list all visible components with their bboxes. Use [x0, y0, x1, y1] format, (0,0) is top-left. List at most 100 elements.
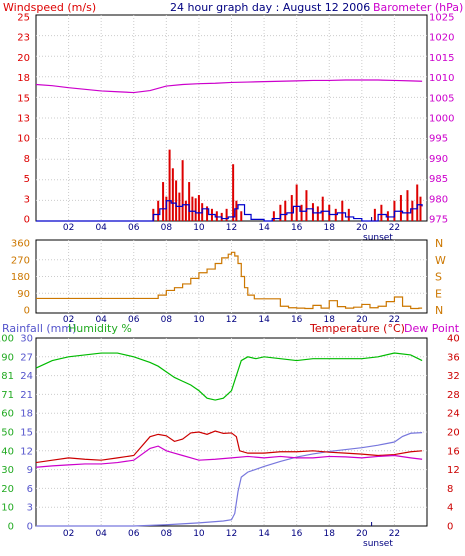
direction-x-tick-label: 02	[63, 315, 74, 325]
barometer-y-tick-label: 1005	[429, 93, 454, 104]
barometer-y-tick-label: 1025	[429, 13, 454, 24]
humidity-y-tick-label: 90	[1, 352, 14, 363]
humidity-axis-title: Humidity %	[68, 322, 132, 335]
wind-y-tick-label: 13	[17, 114, 30, 125]
rain-y-tick-label: 15	[20, 428, 33, 439]
direction-x-tick-label: 22	[389, 315, 400, 325]
wind-y-tick-label: 8	[24, 154, 30, 165]
temperature-y-tick-label: 28	[447, 390, 460, 401]
rain-y-tick-label: 0	[27, 522, 33, 533]
humidity-y-tick-label: 60	[1, 409, 14, 420]
humidity-y-tick-label: 81	[1, 371, 14, 382]
wind-x-tick-label: 22	[389, 223, 400, 233]
wind-x-tick-label: 02	[63, 223, 74, 233]
ticks-humidity: 02 04 06 08 10 12 14 16 18 20 22010203040506071819…	[0, 334, 460, 540]
wind-y-tick-label: 15	[17, 93, 30, 104]
humidity-y-tick-label: 40	[1, 446, 14, 457]
humidity-y-tick-label: 0	[8, 522, 14, 533]
compass-label: N	[435, 237, 443, 250]
temperature-y-tick-label: 4	[447, 503, 453, 514]
compass-label: W	[435, 254, 446, 267]
humidity-y-tick-label: 71	[1, 390, 14, 401]
humidity-x-tick-label: 14	[258, 529, 270, 539]
rain-y-tick-label: 24	[20, 371, 33, 382]
barometer-y-tick-label: 980	[429, 194, 448, 205]
humidity-line	[35, 352, 423, 401]
compass-label: E	[435, 287, 442, 300]
temperature-axis-title: Temperature (°C)	[309, 322, 405, 335]
dewpoint-axis-title: Dew Point	[404, 322, 460, 335]
humidity-y-tick-label: 10	[1, 503, 14, 514]
barometer-y-tick-label: 1020	[429, 33, 454, 44]
rain-y-tick-label: 18	[20, 409, 33, 420]
rain-y-tick-label: 3	[27, 503, 33, 514]
wind-x-tick-label: 14	[258, 223, 270, 233]
temperature-y-tick-label: 20	[447, 428, 460, 439]
barometer-y-tick-label: 995	[429, 134, 448, 145]
rain-y-tick-label: 12	[20, 446, 33, 457]
barometer-y-tick-label: 1000	[429, 114, 454, 125]
windspeed-line	[36, 200, 423, 222]
humidity-y-tick-label: 100	[0, 334, 14, 345]
humidity-x-tick-label: 04	[95, 529, 107, 539]
wind-x-tick-label: 10	[193, 223, 205, 233]
wind-x-tick-label: 18	[324, 223, 336, 233]
barometer-y-tick-label: 990	[429, 154, 448, 165]
temperature-y-tick-label: 8	[447, 484, 453, 495]
wind-y-tick-label: 23	[17, 33, 30, 44]
direction-y-tick-label: 270	[11, 255, 30, 266]
sunset-label-1: sunset	[363, 233, 393, 243]
wind-y-tick-label: 5	[24, 174, 30, 185]
rainfall-line	[36, 432, 423, 527]
direction-y-tick-label: 360	[11, 239, 30, 250]
wind-direction-line	[36, 251, 423, 310]
direction-y-tick-label: 90	[17, 289, 30, 300]
series-direction	[36, 251, 423, 310]
wind-axis-title: Windspeed (m/s)	[3, 1, 96, 14]
rain-y-tick-label: 27	[20, 352, 33, 363]
rain-y-tick-label: 6	[27, 484, 33, 495]
temperature-line	[35, 430, 423, 464]
rainfall-axis-title: Rainfall (mm)	[2, 322, 76, 335]
temperature-y-tick-label: 0	[447, 522, 453, 533]
temperature-y-tick-label: 12	[447, 465, 460, 476]
wind-x-tick-label: 08	[161, 223, 173, 233]
humidity-y-tick-label: 30	[1, 465, 14, 476]
humidity-x-tick-label: 06	[128, 529, 140, 539]
wind-x-tick-label: 12	[226, 223, 237, 233]
temperature-y-tick-label: 32	[447, 371, 460, 382]
barometer-line	[35, 79, 423, 94]
ticks-wind: 02 04 06 08 10 12 14 16 18 20 22 0 3 5 8 10 13 15 18 20 23 25…	[17, 13, 454, 234]
direction-x-tick-label: 08	[161, 315, 173, 325]
direction-x-tick-label: 04	[95, 315, 107, 325]
humidity-x-tick-label: 12	[226, 529, 237, 539]
temperature-y-tick-label: 40	[447, 334, 460, 345]
direction-x-tick-label: 06	[128, 315, 140, 325]
barometer-y-tick-label: 1015	[429, 53, 454, 64]
temperature-y-tick-label: 36	[447, 352, 460, 363]
direction-x-tick-label: 14	[258, 315, 270, 325]
humidity-x-tick-label: 18	[324, 529, 336, 539]
humidity-x-tick-label: 22	[389, 529, 400, 539]
barometer-y-tick-label: 985	[429, 174, 448, 185]
barometer-axis-title: Barometer (hPa)	[373, 1, 463, 14]
direction-y-tick-label: 180	[11, 272, 30, 283]
compass-label: N	[435, 304, 443, 317]
temperature-y-tick-label: 16	[447, 446, 460, 457]
direction-x-tick-label: 12	[226, 315, 237, 325]
panel-wind-barometer: 02 04 06 08 10 12 14 16 18 20 22 0 3 5 8 10 13 15 18 20 23 25…	[3, 1, 463, 243]
wind-x-tick-label: 20	[356, 223, 368, 233]
humidity-x-tick-label: 02	[63, 529, 74, 539]
wind-x-tick-label: 06	[128, 223, 140, 233]
humidity-x-tick-label: 10	[193, 529, 205, 539]
wind-x-tick-label: 16	[291, 223, 303, 233]
direction-x-tick-label: 16	[291, 315, 303, 325]
direction-x-tick-label: 20	[356, 315, 368, 325]
wind-y-tick-label: 25	[17, 13, 30, 24]
compass-label: S	[435, 271, 442, 284]
direction-x-tick-label: 18	[324, 315, 336, 325]
wind-x-tick-label: 04	[95, 223, 107, 233]
humidity-x-tick-label: 16	[291, 529, 303, 539]
